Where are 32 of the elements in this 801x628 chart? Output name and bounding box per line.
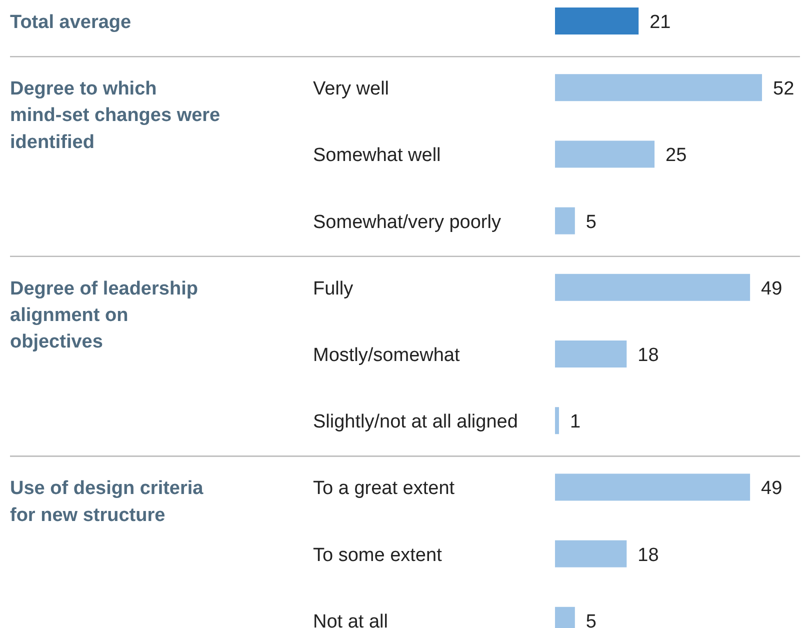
- data-label: 5: [586, 611, 596, 628]
- data-label: 49: [761, 278, 782, 300]
- y-tick-label: To some extent: [313, 544, 443, 566]
- y-tick-label: Somewhat/very poorly: [313, 212, 502, 233]
- text: Degree to which mind-set changes were identified: [10, 78, 220, 153]
- data-label: 18: [638, 345, 659, 366]
- text: Use of design criteria for new structure: [10, 478, 204, 526]
- y-tick-label: Fully: [313, 278, 354, 300]
- bar: [555, 274, 750, 301]
- data-label: 5: [586, 212, 596, 233]
- y-tick-label: Mostly/somewhat: [313, 345, 460, 366]
- bar: [555, 140, 655, 168]
- y-tick-label: Not at all: [313, 611, 388, 628]
- y-tick-label: To a great extent: [313, 478, 456, 500]
- bar: [555, 407, 559, 434]
- text: Total average: [10, 12, 132, 33]
- y-tick-label: Somewhat well: [313, 145, 441, 166]
- bar: [555, 74, 762, 102]
- data-label: 1: [570, 412, 581, 433]
- data-label: 49: [761, 478, 782, 500]
- data-label: 52: [773, 78, 794, 100]
- bar: [555, 340, 627, 368]
- bar: [555, 207, 575, 234]
- bar: [555, 8, 639, 34]
- data-label: 18: [638, 544, 659, 566]
- data-label: 21: [650, 12, 671, 33]
- data-label: 25: [666, 145, 687, 166]
- bar: [555, 474, 750, 501]
- y-tick-label: Slightly/not at all aligned: [313, 412, 518, 433]
- bar: [555, 540, 627, 568]
- y-tick-label: Very well: [313, 78, 390, 100]
- text: Degree of leadership alignment on objectives: [10, 278, 198, 353]
